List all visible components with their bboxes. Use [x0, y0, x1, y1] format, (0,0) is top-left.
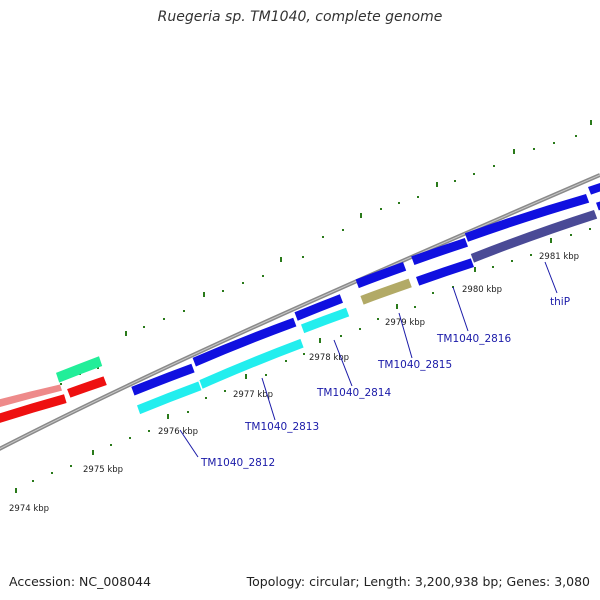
kbp-labels: 2974 kbp 2975 kbp 2976 kbp 2977 kbp 2978…	[9, 252, 579, 514]
gene-edge-lower[interactable]	[596, 201, 600, 211]
kbp-tick-label: 2981 kbp	[539, 252, 579, 262]
label-leaders	[179, 261, 558, 458]
gene-green[interactable]	[56, 356, 103, 383]
gene-label[interactable]: TM1040_2812	[200, 457, 275, 469]
kbp-tick-label: 2980 kbp	[462, 285, 502, 295]
gene-tm1040-2813[interactable]	[192, 317, 297, 367]
kbp-tick-label: 2978 kbp	[309, 353, 349, 363]
genome-summary: Topology: circular; Length: 3,200,938 bp…	[246, 574, 590, 589]
cds-tm1040-2816[interactable]	[416, 258, 474, 286]
gene-label[interactable]: TM1040_2816	[436, 333, 511, 345]
kbp-tick-label: 2974 kbp	[9, 504, 49, 514]
kbp-tick-label: 2977 kbp	[233, 390, 273, 400]
gene-label[interactable]: TM1040_2813	[244, 421, 319, 433]
gene-labels: TM1040_2812 TM1040_2813 TM1040_2814 TM10…	[200, 296, 570, 469]
gene-label[interactable]: TM1040_2815	[377, 359, 452, 371]
kbp-tick-label: 2975 kbp	[83, 465, 123, 475]
kbp-tick-label: 2976 kbp	[158, 427, 198, 437]
gene-label[interactable]: thiP	[550, 296, 570, 308]
map-title: Ruegeria sp. TM1040, complete genome	[157, 9, 443, 25]
gene-red-upper[interactable]	[67, 376, 107, 398]
gene-edge-upper[interactable]	[588, 183, 600, 195]
gene-label[interactable]: TM1040_2814	[316, 387, 391, 399]
genome-backbone-inner	[0, 174, 600, 450]
kbp-tick-label: 2979 kbp	[385, 318, 425, 328]
inner-tick-ring	[15, 228, 591, 493]
accession-label: Accession: NC_008044	[9, 574, 152, 589]
